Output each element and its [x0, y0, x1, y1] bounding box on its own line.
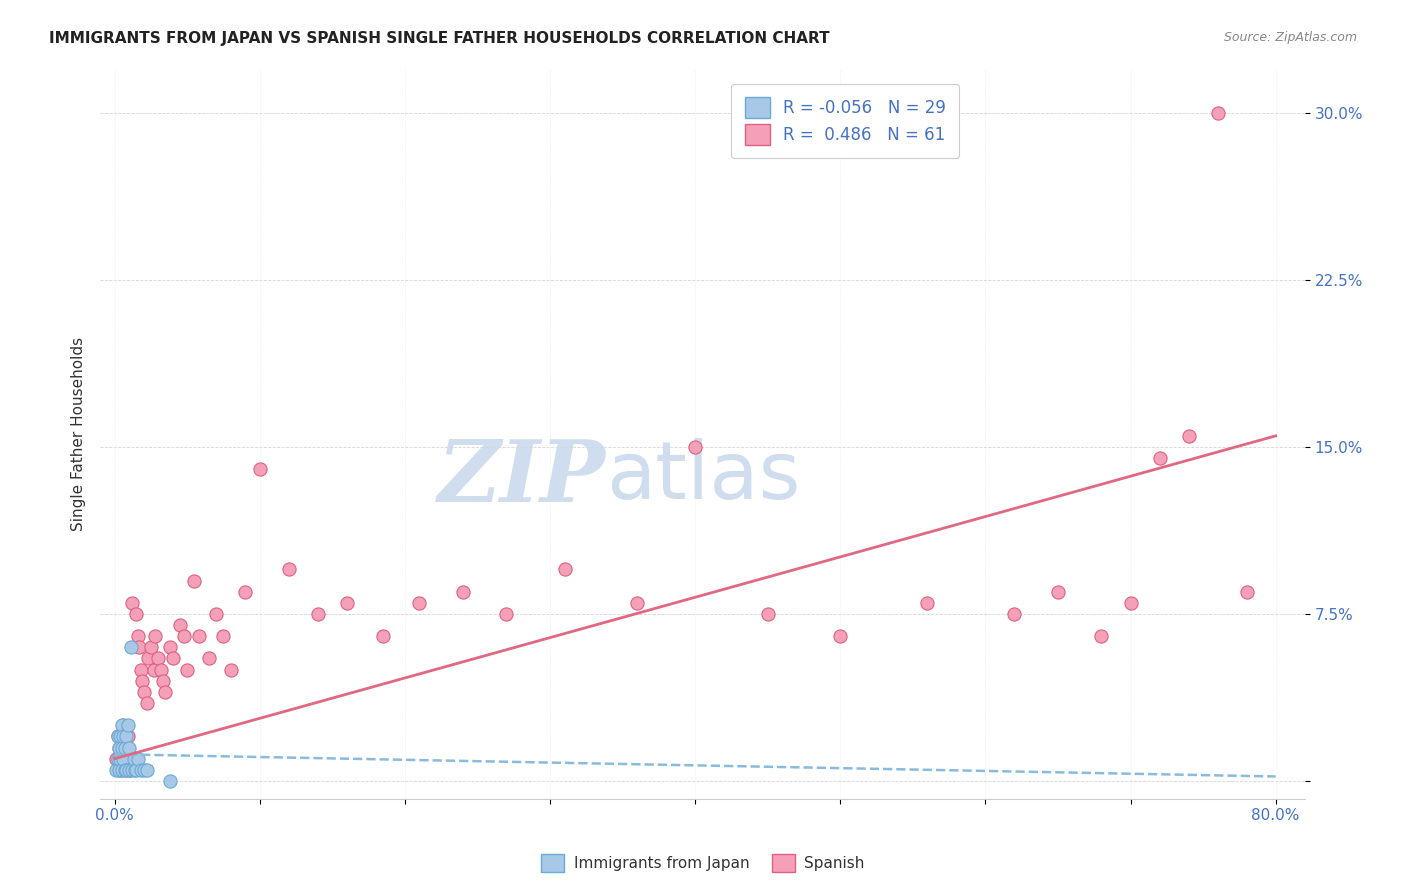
Point	[125, 607, 148, 621]
Point	[198, 651, 221, 665]
Legend: Immigrants from Japan, Spanish: Immigrants from Japan, Spanish	[536, 847, 870, 879]
Point	[111, 718, 134, 732]
Point	[135, 696, 157, 710]
Point	[495, 607, 517, 621]
Point	[110, 763, 132, 777]
Point	[114, 763, 136, 777]
Point	[159, 640, 181, 655]
Point	[212, 629, 235, 643]
Point	[142, 663, 165, 677]
Point	[111, 763, 134, 777]
Point	[336, 596, 359, 610]
Point	[107, 752, 129, 766]
Point	[110, 752, 132, 766]
Point	[125, 763, 148, 777]
Point	[233, 584, 256, 599]
Text: atlas: atlas	[606, 439, 800, 516]
Point	[112, 730, 135, 744]
Point	[127, 629, 149, 643]
Point	[129, 663, 152, 677]
Point	[118, 740, 141, 755]
Point	[756, 607, 779, 621]
Point	[120, 640, 142, 655]
Point	[108, 740, 131, 755]
Point	[219, 663, 242, 677]
Point	[128, 640, 150, 655]
Point	[683, 440, 706, 454]
Point	[105, 752, 128, 766]
Point	[1177, 429, 1199, 443]
Point	[121, 763, 143, 777]
Point	[111, 740, 134, 755]
Point	[111, 730, 134, 744]
Point	[176, 663, 198, 677]
Point	[122, 752, 145, 766]
Point	[108, 763, 131, 777]
Text: ZIP: ZIP	[439, 435, 606, 519]
Point	[155, 685, 177, 699]
Point	[183, 574, 205, 588]
Point	[114, 740, 136, 755]
Point	[169, 618, 191, 632]
Point	[112, 752, 135, 766]
Point	[110, 730, 132, 744]
Point	[132, 763, 155, 777]
Point	[132, 685, 155, 699]
Point	[408, 596, 430, 610]
Point	[249, 462, 271, 476]
Point	[307, 607, 329, 621]
Point	[451, 584, 474, 599]
Point	[131, 673, 153, 688]
Point	[136, 651, 159, 665]
Point	[115, 730, 138, 744]
Point	[105, 763, 128, 777]
Point	[129, 763, 152, 777]
Point	[107, 730, 129, 744]
Point	[107, 730, 129, 744]
Point	[143, 629, 166, 643]
Text: IMMIGRANTS FROM JAPAN VS SPANISH SINGLE FATHER HOUSEHOLDS CORRELATION CHART: IMMIGRANTS FROM JAPAN VS SPANISH SINGLE …	[49, 31, 830, 46]
Point	[1206, 106, 1229, 120]
Point	[1046, 584, 1069, 599]
Point	[121, 596, 143, 610]
Point	[117, 730, 139, 744]
Point	[173, 629, 195, 643]
Point	[139, 640, 162, 655]
Point	[1002, 607, 1025, 621]
Point	[162, 651, 184, 665]
Point	[135, 763, 157, 777]
Point	[112, 718, 135, 732]
Point	[108, 740, 131, 755]
Legend: R = -0.056   N = 29, R =  0.486   N = 61: R = -0.056 N = 29, R = 0.486 N = 61	[731, 84, 959, 158]
Point	[371, 629, 394, 643]
Point	[122, 752, 145, 766]
Point	[187, 629, 209, 643]
Point	[115, 740, 138, 755]
Point	[830, 629, 852, 643]
Point	[114, 752, 136, 766]
Point	[1149, 451, 1171, 466]
Point	[554, 562, 576, 576]
Point	[118, 763, 141, 777]
Point	[1236, 584, 1258, 599]
Point	[917, 596, 939, 610]
Point	[277, 562, 299, 576]
Point	[1119, 596, 1142, 610]
Point	[159, 774, 181, 789]
Point	[127, 752, 149, 766]
Text: Source: ZipAtlas.com: Source: ZipAtlas.com	[1223, 31, 1357, 45]
Point	[1090, 629, 1112, 643]
Y-axis label: Single Father Households: Single Father Households	[72, 336, 86, 531]
Point	[118, 763, 141, 777]
Point	[626, 596, 648, 610]
Point	[115, 763, 138, 777]
Point	[150, 663, 173, 677]
Point	[205, 607, 228, 621]
Point	[117, 718, 139, 732]
Point	[148, 651, 170, 665]
Point	[124, 763, 146, 777]
Point	[152, 673, 174, 688]
